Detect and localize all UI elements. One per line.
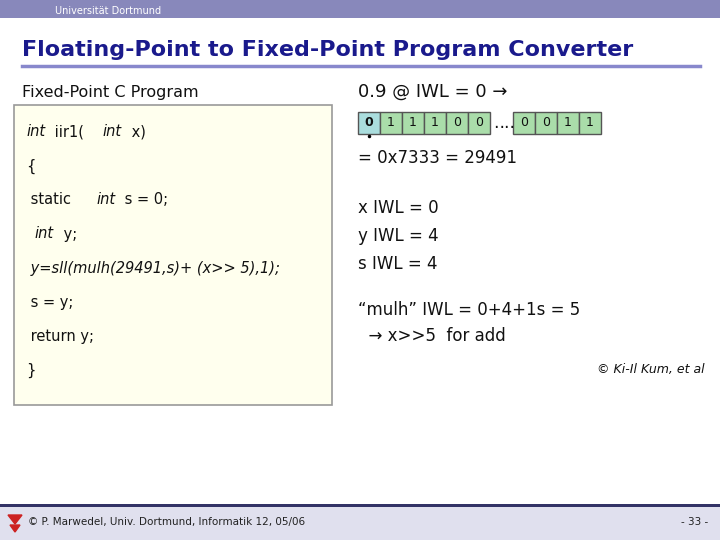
Text: 0.9 @ IWL = 0 →: 0.9 @ IWL = 0 → [358,83,508,101]
Text: }: } [26,362,35,377]
Text: int: int [35,226,54,241]
Bar [402,112,424,134]
Bar [513,112,535,134]
Text: int: int [96,192,115,207]
Text: x): x) [127,125,145,139]
Text: © Ki-Il Kum, et al: © Ki-Il Kum, et al [598,363,705,376]
Text: s = y;: s = y; [26,294,73,309]
Bar [14,105,332,405]
Bar [424,112,446,134]
Text: {: { [26,158,35,173]
Text: int: int [102,125,122,139]
Bar [0,504,720,507]
Text: Floating-Point to Fixed-Point Program Converter: Floating-Point to Fixed-Point Program Co… [22,40,634,60]
Bar [0,507,720,540]
Text: Universität Dortmund: Universität Dortmund [55,6,161,16]
Text: 1: 1 [564,117,572,130]
Bar [0,0,720,18]
Bar [446,112,468,134]
Text: x IWL = 0: x IWL = 0 [358,199,438,217]
Text: 0: 0 [364,117,374,130]
Text: 0: 0 [475,117,483,130]
Polygon shape [8,515,22,524]
Text: 0: 0 [453,117,461,130]
Text: 0: 0 [520,117,528,130]
Text: y;: y; [59,226,77,241]
Bar [468,112,490,134]
Text: 0: 0 [542,117,550,130]
Text: s IWL = 4: s IWL = 4 [358,255,438,273]
Bar [358,112,380,134]
Text: © P. Marwedel, Univ. Dortmund, Informatik 12, 05/06: © P. Marwedel, Univ. Dortmund, Informati… [28,517,305,527]
Text: = 0x7333 = 29491: = 0x7333 = 29491 [358,149,517,167]
Text: 1: 1 [586,117,594,130]
Text: static: static [26,192,76,207]
Text: 1: 1 [431,117,439,130]
Polygon shape [10,525,20,532]
Text: iir1(: iir1( [50,125,84,139]
Text: y IWL = 4: y IWL = 4 [358,227,438,245]
Text: “mulh” IWL = 0+4+1s = 5: “mulh” IWL = 0+4+1s = 5 [358,301,580,319]
Bar [535,112,557,134]
Bar [380,112,402,134]
Bar [579,112,601,134]
Bar [557,112,579,134]
Text: s = 0;: s = 0; [120,192,168,207]
Text: → x>>5  for add: → x>>5 for add [358,327,505,345]
Text: return y;: return y; [26,328,94,343]
Text: int: int [26,125,45,139]
Text: ‥‥: ‥‥ [493,114,515,132]
Text: 1: 1 [409,117,417,130]
Text: y=sll(mulh(29491,s)+ (x>> 5),1);: y=sll(mulh(29491,s)+ (x>> 5),1); [26,260,280,275]
Text: 1: 1 [387,117,395,130]
Text: Fixed-Point C Program: Fixed-Point C Program [22,84,199,99]
Text: - 33 -: - 33 - [680,517,708,527]
